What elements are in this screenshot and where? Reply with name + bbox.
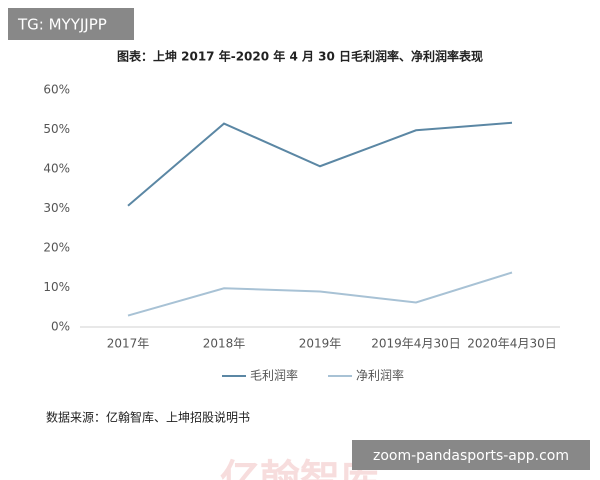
y-tick-label: 0% [51,320,70,334]
x-tick-label: 2020年4月30日 [467,337,556,351]
x-tick-label: 2019年 [299,337,342,351]
y-tick-label: 20% [43,241,70,255]
source: 数据来源：亿翰智库、上坤招股说明书 [46,410,250,425]
watermark: TG: MYYJJPP [17,16,107,34]
y-tick-label: 50% [43,122,70,136]
legend-label: 毛利润率 [250,368,298,383]
legend-label: 净利润率 [356,368,404,383]
watermark-box [8,8,134,40]
series-line [127,271,513,317]
chart-title: 图表：上坤 2017 年-2020 年 4 月 30 日毛利润率、净利润率表现 [117,49,483,64]
y-tick-label: 30% [43,201,70,215]
y-tick-label: 60% [43,83,70,97]
series-line [127,121,513,207]
watermark: zoom-pandasports-app.com [373,448,569,464]
y-tick-label: 40% [43,162,70,176]
watermark-box [352,440,590,470]
x-tick-label: 2017年 [107,337,150,351]
y-tick-label: 10% [43,280,70,294]
x-tick-label: 2018年 [203,337,246,351]
logo-watermark: 亿翰智库 [220,457,380,480]
x-tick-label: 2019年4月30日 [371,337,460,351]
